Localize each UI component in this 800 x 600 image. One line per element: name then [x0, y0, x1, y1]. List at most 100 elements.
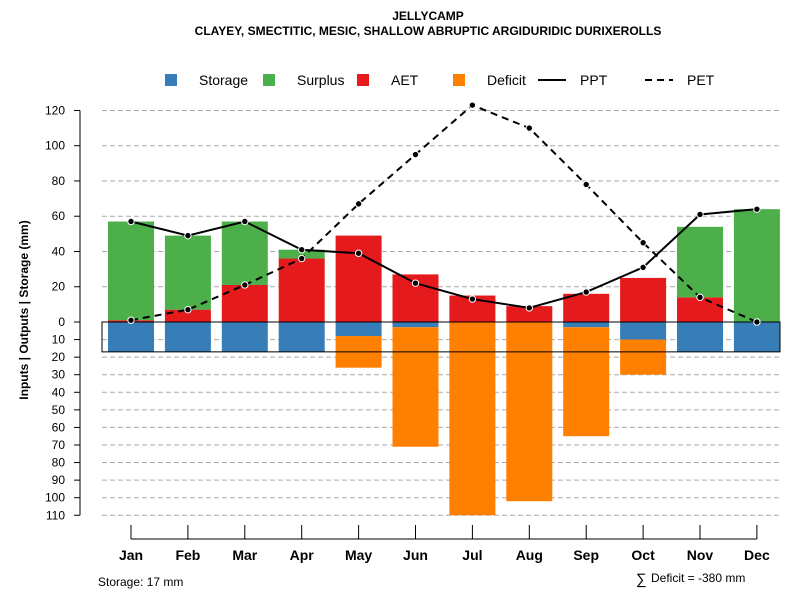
- storage-bar: [335, 322, 382, 337]
- pet-point: [411, 150, 420, 159]
- legend-swatch: [263, 74, 275, 86]
- legend-swatch: [165, 74, 177, 86]
- y-tick-label: 80: [52, 174, 66, 188]
- storage-bar: [677, 322, 723, 352]
- pet-point: [582, 180, 590, 189]
- y-tick-label: 60: [52, 420, 66, 434]
- surplus-bar: [733, 209, 780, 322]
- legend-swatch: [357, 74, 369, 86]
- ppt-point: [753, 205, 761, 213]
- ppt-point: [696, 210, 704, 219]
- pet-point: [753, 318, 761, 326]
- y-tick-label: 20: [52, 280, 66, 294]
- ppt-point: [184, 231, 192, 240]
- aet-bar: [506, 306, 553, 322]
- y-tick-label: 50: [52, 403, 66, 417]
- y-tick-label: 80: [52, 456, 66, 470]
- aet-bar: [620, 277, 667, 322]
- deficit-bar: [392, 327, 439, 447]
- legend-label: Surplus: [297, 72, 344, 88]
- deficit-bar: [563, 327, 610, 437]
- x-tick-label: Nov: [687, 547, 714, 563]
- y-tick-label: 70: [52, 438, 66, 452]
- aet-bar: [164, 309, 211, 322]
- pet-point: [241, 281, 249, 289]
- series-lines: [127, 101, 761, 326]
- ppt-point: [525, 304, 533, 312]
- pet-point: [298, 254, 306, 263]
- bars: [101, 209, 781, 516]
- x-tick-label: Jan: [119, 547, 143, 563]
- ppt-point: [468, 295, 477, 303]
- pet-point: [184, 305, 192, 314]
- storage-note: Storage: 17 mm: [98, 575, 183, 589]
- surplus-bar: [677, 226, 723, 298]
- y-tick-label: 0: [58, 315, 65, 329]
- storage-capacity-box: [101, 321, 781, 353]
- pet-line: [130, 103, 758, 323]
- y-tick-label: 30: [52, 368, 66, 382]
- ppt-line: [130, 208, 757, 309]
- surplus-bar: [221, 221, 268, 285]
- sum-symbol: ∑: [636, 571, 647, 588]
- deficit-bar: [449, 322, 496, 516]
- x-tick-label: Dec: [744, 547, 770, 563]
- legend-label: PET: [687, 72, 715, 88]
- storage-bar: [278, 322, 325, 352]
- storage-bar: [392, 322, 439, 328]
- aet-bar: [278, 258, 325, 322]
- pet-point: [127, 316, 135, 324]
- x-tick-label: Mar: [232, 547, 257, 563]
- y-tick-label: 120: [45, 103, 65, 117]
- legend-swatch: [453, 74, 465, 86]
- x-tick-label: Jun: [403, 547, 428, 563]
- axes: 0 20 40 60 80 100 120 10 20 30 40 50 60 70 80 90 100 110 J…: [45, 103, 770, 563]
- surplus-bar: [278, 249, 325, 259]
- y-tick-label: 40: [52, 244, 66, 258]
- aet-bar: [677, 297, 723, 322]
- storage-bar: [733, 322, 780, 352]
- pet-point: [354, 200, 363, 208]
- y-tick-label: 100: [45, 491, 65, 505]
- aet-bar: [335, 235, 382, 322]
- x-tick-label: Oct: [631, 547, 655, 563]
- y-tick-label: 60: [52, 209, 66, 223]
- aet-bar: [563, 293, 610, 322]
- pet-point: [696, 293, 704, 302]
- x-tick-label: May: [345, 547, 372, 563]
- y-tick-label: 110: [46, 508, 65, 522]
- y-tick-label: 10: [52, 333, 66, 347]
- surplus-bar: [164, 235, 211, 310]
- ppt-point: [582, 288, 590, 296]
- pet-point: [639, 238, 647, 247]
- legend-label: AET: [391, 72, 419, 88]
- deficit-note: Deficit = -380 mm: [651, 571, 745, 585]
- storage-bar: [164, 322, 211, 352]
- legend-label: Storage: [199, 72, 248, 88]
- ppt-point: [354, 249, 363, 257]
- x-tick-label: Feb: [175, 547, 200, 563]
- ppt-point: [411, 279, 420, 287]
- x-tick-label: Jul: [462, 547, 482, 563]
- ppt-point: [298, 246, 306, 254]
- aet-bar: [221, 284, 268, 322]
- y-tick-label: 40: [52, 385, 66, 399]
- surplus-bar: [108, 221, 154, 321]
- legend-label: PPT: [580, 72, 608, 88]
- grid-lines: [102, 109, 780, 516]
- chart-subtitle: CLAYEY, SMECTITIC, MESIC, SHALLOW ABRUPT…: [195, 24, 662, 38]
- x-tick-label: Apr: [290, 547, 315, 563]
- deficit-bar: [620, 339, 667, 375]
- y-axis-label: Inputs | Outputs | Storage (mm): [17, 220, 31, 399]
- storage-bar: [563, 322, 610, 328]
- legend-label: Deficit: [487, 72, 526, 88]
- chart-title: JELLYCAMP: [392, 9, 464, 23]
- x-tick-label: Sep: [573, 547, 599, 563]
- storage-bar: [108, 322, 154, 352]
- y-tick-label: 90: [52, 473, 66, 487]
- ppt-point: [639, 263, 647, 272]
- pet-point: [525, 124, 533, 132]
- x-tick-label: Aug: [516, 547, 543, 563]
- ppt-point: [241, 217, 249, 226]
